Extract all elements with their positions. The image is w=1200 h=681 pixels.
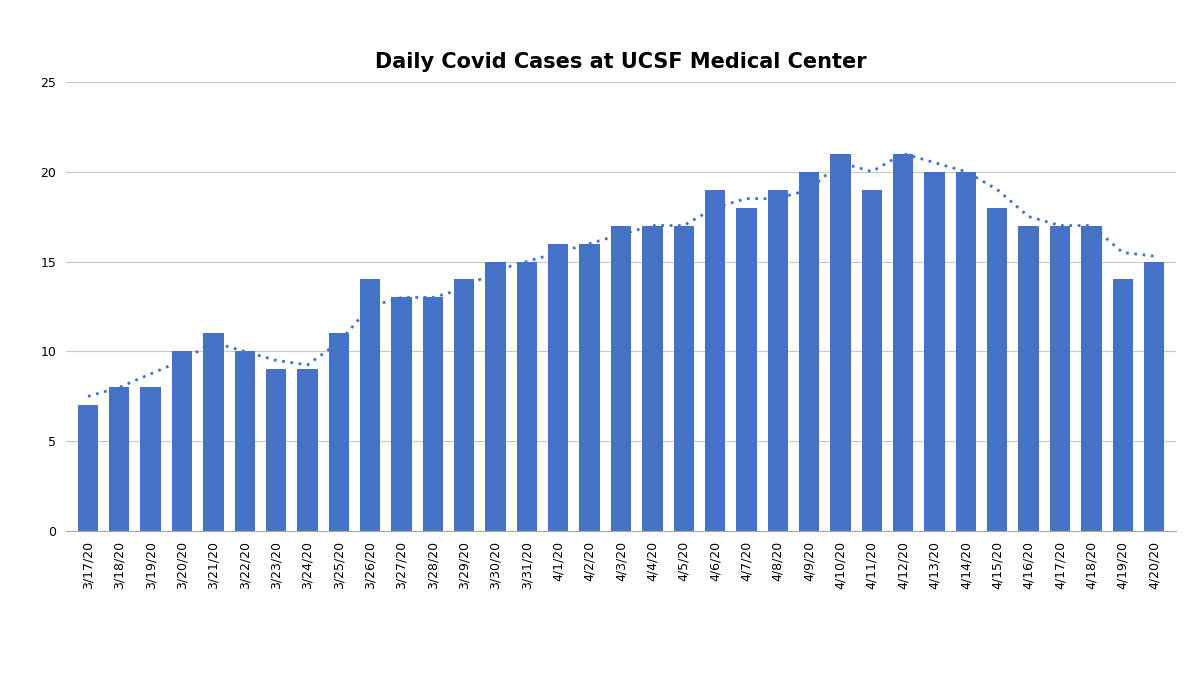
Bar — [611, 225, 631, 531]
Bar — [329, 334, 349, 531]
Bar — [704, 189, 725, 531]
Bar — [673, 225, 694, 531]
Bar — [172, 351, 192, 531]
Bar — [109, 387, 130, 531]
Bar — [298, 369, 318, 531]
Bar — [642, 225, 662, 531]
Bar — [548, 244, 569, 531]
Bar — [203, 334, 223, 531]
Bar — [924, 172, 944, 531]
Bar — [266, 369, 287, 531]
Bar — [799, 172, 820, 531]
Bar — [1019, 225, 1039, 531]
Bar — [78, 405, 98, 531]
Bar — [234, 351, 254, 531]
Bar — [1081, 225, 1102, 531]
Bar — [485, 262, 505, 531]
Bar — [360, 279, 380, 531]
Bar — [768, 189, 788, 531]
Bar — [893, 154, 913, 531]
Bar — [391, 298, 412, 531]
Bar — [140, 387, 161, 531]
Bar — [422, 298, 443, 531]
Bar — [517, 262, 538, 531]
Bar — [955, 172, 976, 531]
Title: Daily Covid Cases at UCSF Medical Center: Daily Covid Cases at UCSF Medical Center — [376, 52, 866, 72]
Bar — [454, 279, 474, 531]
Bar — [1144, 262, 1164, 531]
Bar — [737, 208, 757, 531]
Bar — [1112, 279, 1133, 531]
Bar — [988, 208, 1008, 531]
Bar — [1050, 225, 1070, 531]
Bar — [830, 154, 851, 531]
Bar — [862, 189, 882, 531]
Bar — [580, 244, 600, 531]
